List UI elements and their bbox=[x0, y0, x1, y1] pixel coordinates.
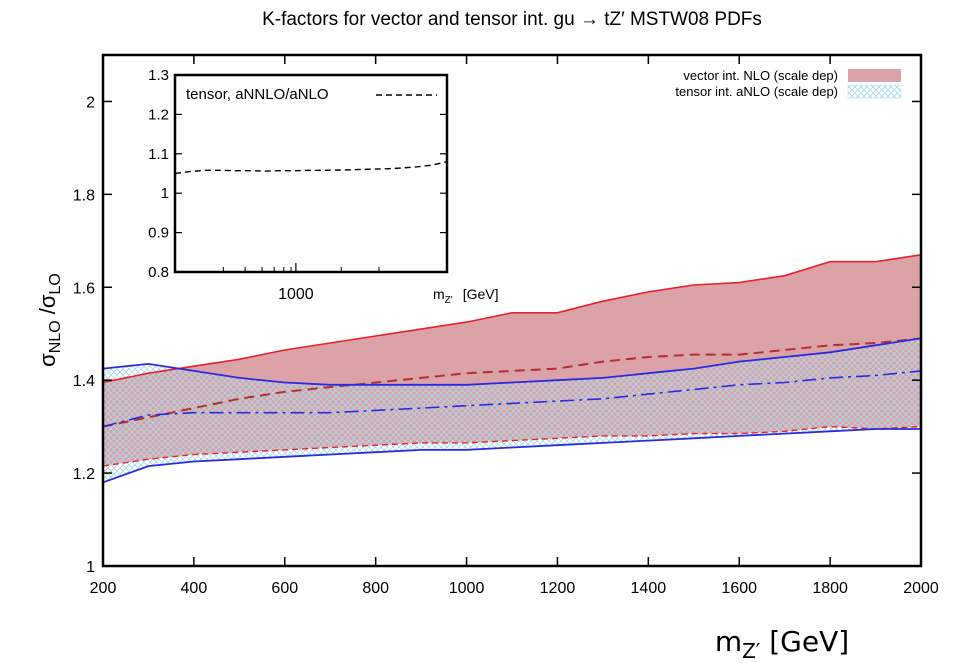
y-tick-label: 1 bbox=[86, 559, 95, 576]
legend-swatch-vector bbox=[848, 69, 901, 82]
inset-legend-label: tensor, aNNLO/aNLO bbox=[186, 86, 329, 103]
y-tick-label: 2 bbox=[86, 94, 95, 111]
tensor-lower-line bbox=[103, 428, 921, 484]
inset-y-tick-label: 0.8 bbox=[148, 264, 169, 281]
x-axis-label: mZ′ [GeV] bbox=[715, 625, 849, 663]
inset-y-tick-label: 1.2 bbox=[148, 106, 169, 123]
legend-swatch-tensor bbox=[847, 84, 902, 99]
legend-label-vector: vector int. NLO (scale dep) bbox=[683, 68, 838, 83]
y-tick-label: 1.4 bbox=[73, 373, 95, 390]
chart-title: K-factors for vector and tensor int. gu … bbox=[262, 9, 762, 30]
x-tick-label: 1400 bbox=[631, 580, 667, 597]
vector-lower-line bbox=[103, 425, 921, 467]
legend: vector int. NLO (scale dep) tensor int. … bbox=[675, 68, 902, 99]
inset-x-axis-label: mZ' [GeV] bbox=[433, 286, 499, 306]
x-tick-label: 1800 bbox=[812, 580, 848, 597]
y-tick-label: 1.6 bbox=[73, 280, 95, 297]
x-tick-label: 1600 bbox=[721, 580, 757, 597]
x-tick-label: 800 bbox=[362, 580, 389, 597]
x-tick-label: 2000 bbox=[903, 580, 939, 597]
vector-upper-line bbox=[103, 254, 921, 384]
inset-y-tick-label: 1.1 bbox=[148, 146, 169, 163]
tensor-upper-line bbox=[103, 337, 921, 386]
inset-y-tick-label: 1.3 bbox=[148, 67, 169, 84]
inset-y-tick-label: 0.9 bbox=[148, 225, 169, 242]
tensor-central-line bbox=[103, 370, 921, 428]
x-tick-label: 200 bbox=[90, 580, 117, 597]
y-tick-label: 1.8 bbox=[73, 187, 95, 204]
y-axis-label: σNLO /σLO bbox=[35, 273, 64, 367]
inset-x-tick-label: 1000 bbox=[278, 286, 314, 303]
inset-series-line bbox=[174, 161, 448, 175]
inset-frame bbox=[173, 73, 449, 274]
x-tick-label: 400 bbox=[181, 580, 208, 597]
inset-y-tick-label: 1 bbox=[161, 185, 169, 202]
x-tick-label: 600 bbox=[271, 580, 298, 597]
tensor-band bbox=[103, 338, 921, 483]
x-tick-label: 1200 bbox=[540, 580, 576, 597]
plot-frame bbox=[101, 53, 923, 568]
legend-label-tensor: tensor int. aNLO (scale dep) bbox=[675, 84, 838, 99]
x-tick-label: 1000 bbox=[449, 580, 485, 597]
y-tick-label: 1.2 bbox=[73, 466, 95, 483]
